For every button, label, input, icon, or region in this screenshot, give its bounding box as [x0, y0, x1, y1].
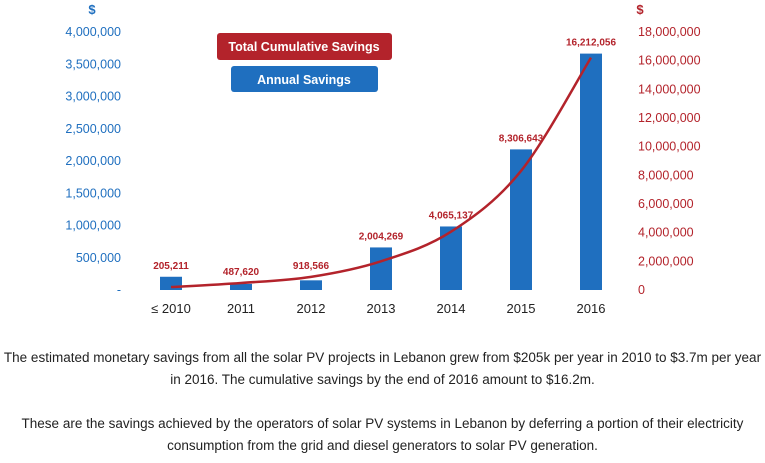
cumulative-data-label: 16,212,056	[566, 38, 616, 49]
annual-savings-bar	[580, 53, 602, 290]
cumulative-data-labels: 205,211 487,620 918,566 2,004,269 4,065,137 8…	[153, 38, 616, 278]
cumulative-savings-path	[170, 56, 593, 289]
right-axis-tick: 8,000,000	[638, 168, 694, 182]
left-axis-tick: 3,500,000	[65, 57, 121, 71]
right-axis-tick: 2,000,000	[638, 254, 694, 268]
right-axis-tick: 16,000,000	[638, 54, 701, 68]
left-axis-unit: $	[88, 2, 96, 17]
legend-label-cumulative: Total Cumulative Savings	[228, 40, 379, 54]
legend-swatch-cumulative	[217, 33, 392, 60]
cumulative-data-label: 918,566	[293, 261, 330, 272]
right-axis-tick: 0	[638, 283, 645, 297]
right-axis-unit: $	[636, 2, 644, 17]
x-axis: ≤ 2010 2011 2012 2013 2014 2015 2016	[151, 301, 605, 316]
annual-savings-bar	[230, 283, 252, 290]
annual-savings-bar	[370, 247, 392, 290]
left-axis: 4,000,000 3,500,000 3,000,000 2,500,000 2,00…	[65, 25, 121, 297]
cumulative-data-label: 205,211	[153, 261, 189, 272]
left-axis-tick: 2,000,000	[65, 154, 121, 168]
annual-savings-bar	[510, 149, 532, 290]
annual-savings-bars	[160, 53, 602, 290]
right-axis-tick: 4,000,000	[638, 226, 694, 240]
caption-savings-explanation: These are the savings achieved by the op…	[21, 416, 744, 453]
x-axis-tick: 2015	[507, 301, 536, 316]
left-axis-tick: 500,000	[76, 251, 121, 265]
x-axis-tick: ≤ 2010	[151, 301, 191, 316]
cumulative-data-label: 8,306,643	[499, 133, 544, 144]
right-axis-tick: 18,000,000	[638, 25, 701, 39]
x-axis-tick: 2013	[367, 301, 396, 316]
x-axis-tick: 2012	[297, 301, 326, 316]
cumulative-data-label: 4,065,137	[429, 210, 474, 221]
savings-chart: $ $ 4,000,000 3,500,000 3,000,000 2,500,000…	[65, 2, 701, 316]
left-axis-tick: 1,000,000	[65, 219, 121, 233]
left-axis-tick: 4,000,000	[65, 25, 121, 39]
legend-swatch-annual	[231, 66, 378, 92]
left-axis-tick: 2,500,000	[65, 122, 121, 136]
x-axis-tick: 2011	[227, 301, 255, 316]
legend-label-annual: Annual Savings	[257, 73, 351, 87]
cumulative-savings-line	[170, 56, 593, 289]
annual-savings-bar	[440, 226, 462, 290]
cumulative-data-label: 2,004,269	[359, 231, 404, 242]
right-axis-tick: 6,000,000	[638, 197, 694, 211]
left-axis-tick: -	[117, 283, 121, 297]
x-axis-tick: 2014	[437, 301, 466, 316]
right-axis: 18,000,000 16,000,000 14,000,000 12,000,000…	[638, 25, 701, 297]
annual-savings-bar	[300, 280, 322, 290]
annual-savings-bar	[160, 276, 182, 290]
caption-savings-growth: The estimated monetary savings from all …	[3, 350, 762, 387]
left-axis-tick: 1,500,000	[65, 186, 121, 200]
right-axis-tick: 14,000,000	[638, 82, 701, 96]
legend: Total Cumulative Savings Annual Savings	[217, 33, 392, 92]
left-axis-tick: 3,000,000	[65, 90, 121, 104]
cumulative-data-label: 487,620	[223, 267, 260, 278]
right-axis-tick: 12,000,000	[638, 111, 701, 125]
right-axis-tick: 10,000,000	[638, 140, 701, 154]
x-axis-tick: 2016	[577, 301, 606, 316]
